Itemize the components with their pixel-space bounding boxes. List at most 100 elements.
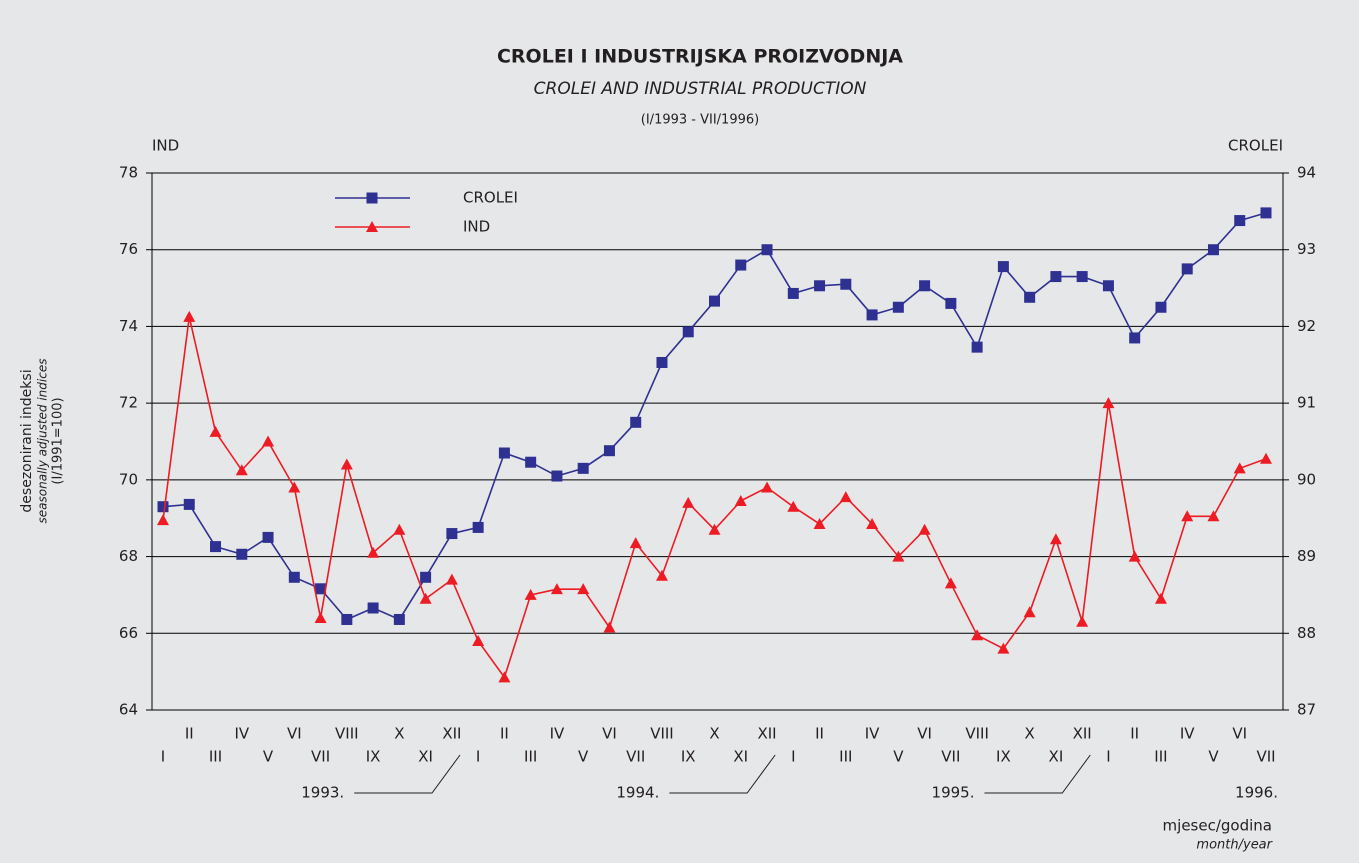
y-tick-label: 72 — [119, 394, 138, 412]
marker — [1050, 271, 1062, 283]
marker — [341, 613, 353, 625]
marker — [892, 550, 905, 562]
marker — [498, 447, 510, 459]
x-tick-label: VI — [1232, 725, 1247, 743]
period: (I/1993 - VII/1996) — [641, 113, 759, 128]
x-tick-label: I — [476, 748, 480, 766]
y2-axis-title: CROLEI — [1228, 137, 1283, 155]
x-tick-label: VI — [287, 725, 302, 743]
x-tick-label: IV — [234, 725, 249, 743]
marker — [157, 501, 169, 513]
marker — [288, 571, 300, 583]
marker — [367, 546, 380, 558]
marker — [709, 295, 720, 307]
marker — [1128, 550, 1141, 562]
marker — [525, 456, 537, 468]
x-tick-label: I — [791, 748, 795, 766]
x-tick-label: III — [839, 748, 852, 766]
marker — [1260, 207, 1272, 219]
marker — [472, 634, 485, 646]
marker — [656, 356, 668, 368]
x-tick-label: X — [1025, 725, 1035, 743]
marker — [997, 642, 1010, 654]
x-tick-label: III — [524, 748, 537, 766]
x-tick-label: VII — [311, 748, 330, 766]
marker — [840, 278, 852, 290]
x-tick-label: IV — [550, 725, 565, 743]
marker — [814, 280, 826, 292]
marker — [1049, 533, 1062, 545]
marker — [708, 523, 721, 535]
marker — [629, 537, 642, 549]
marker — [498, 671, 511, 683]
marker — [1129, 332, 1141, 344]
marker — [367, 602, 379, 614]
x-tick-label: V — [1208, 748, 1219, 766]
marker — [419, 592, 432, 604]
marker — [603, 621, 616, 633]
marker — [1076, 271, 1088, 283]
y-tick-label: 78 — [119, 164, 138, 182]
x-tick-label: II — [815, 725, 824, 743]
marker — [1154, 592, 1167, 604]
marker — [603, 445, 615, 457]
marker — [1076, 615, 1089, 627]
plot-frame — [151, 172, 1284, 711]
marker — [551, 470, 563, 482]
x-tick-label: VI — [602, 725, 617, 743]
marker — [446, 528, 458, 540]
y-tick-label: 76 — [119, 240, 138, 258]
x-tick-label: VIII — [650, 725, 674, 743]
x-tick-label: X — [709, 725, 719, 743]
marker — [787, 500, 800, 512]
x-tick-label: II — [1130, 725, 1139, 743]
marker — [366, 192, 378, 204]
x-tick-label: X — [394, 725, 404, 743]
marker — [866, 309, 878, 321]
y2-tick-label: 93 — [1297, 240, 1316, 258]
marker — [630, 416, 642, 428]
marker — [919, 280, 931, 292]
y-tick-label: 68 — [119, 547, 138, 565]
chart-subtitle: CROLEI AND INDUSTRIAL PRODUCTION — [534, 79, 867, 99]
marker — [1181, 510, 1194, 522]
marker — [787, 287, 799, 299]
marker — [393, 523, 406, 535]
marker — [839, 491, 852, 503]
x-tick-label: XII — [442, 725, 461, 743]
x-tick-label: V — [893, 748, 904, 766]
marker — [866, 517, 879, 529]
year-label: 1996. — [1235, 784, 1278, 802]
x-tick-label: VIII — [965, 725, 989, 743]
y-axis-title: IND — [152, 137, 179, 155]
marker — [340, 458, 353, 470]
marker — [761, 481, 774, 493]
marker — [1155, 301, 1167, 313]
y2-tick-label: 88 — [1297, 624, 1316, 642]
marker — [813, 517, 826, 529]
marker — [761, 244, 773, 256]
marker — [918, 523, 931, 535]
x-tick-label: XII — [1073, 725, 1092, 743]
marker — [971, 629, 984, 641]
marker — [945, 297, 957, 309]
y2-tick-label: 94 — [1297, 164, 1316, 182]
marker — [183, 498, 195, 510]
x-label: month/year — [1196, 838, 1273, 853]
x-tick-label: XI — [418, 748, 433, 766]
year-label: 1993. — [301, 784, 344, 802]
marker — [157, 514, 169, 526]
x-tick-label: XI — [733, 748, 748, 766]
marker — [682, 326, 694, 338]
y-tick-label: 74 — [119, 317, 138, 335]
y-label: seasonally adjusted indices — [36, 359, 50, 524]
marker — [315, 583, 327, 595]
x-tick-label: I — [161, 748, 165, 766]
marker — [1234, 215, 1246, 227]
marker — [550, 583, 563, 595]
x-tick-label: II — [500, 725, 509, 743]
marker — [735, 259, 747, 271]
marker — [1207, 510, 1220, 522]
